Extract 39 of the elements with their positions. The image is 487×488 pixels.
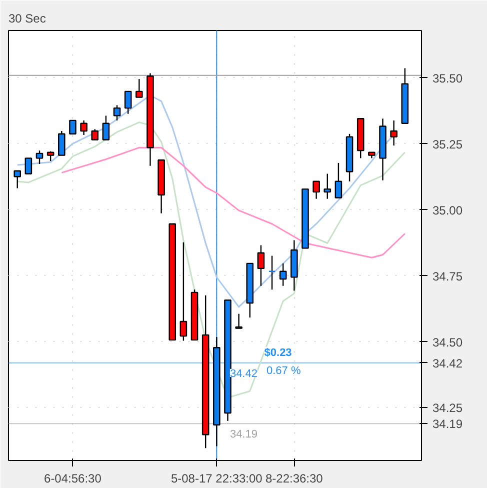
candlestick: [91, 128, 99, 140]
y-tick-label: 34.75: [432, 269, 463, 284]
x-tick-label: 6-04:56:30: [44, 472, 102, 486]
candlestick: [268, 255, 276, 290]
candlestick: [36, 150, 44, 165]
candlestick: [324, 173, 332, 200]
candlestick: [24, 158, 32, 174]
y-tick-label: 34.25: [432, 401, 463, 416]
annotation: 34.42: [230, 368, 258, 380]
ref-line-label: 34.42: [432, 356, 463, 370]
y-tick-label: 34.50: [432, 335, 463, 350]
candlestick: [390, 120, 398, 146]
candlestick: [46, 150, 54, 162]
candlestick: [312, 180, 320, 200]
candlestick: [102, 115, 110, 140]
chart-title: 30 Sec: [8, 12, 46, 26]
candlestick: [235, 313, 242, 329]
line-series: [16, 122, 406, 398]
x-tick-label: 8-22:36:30: [265, 472, 324, 486]
candlestick: [180, 242, 188, 342]
candlestick: [334, 162, 342, 198]
line-series: [60, 146, 406, 258]
x-tick-label: 5-08-17 22:33:00: [170, 472, 263, 486]
candlestick: [257, 244, 265, 286]
candlestick: [124, 90, 132, 114]
candlestick: [14, 170, 22, 189]
candlestick: [58, 130, 66, 156]
y-tick-label: 35.25: [432, 137, 463, 152]
candlestick: [113, 104, 121, 122]
annotation: 34.19: [230, 428, 258, 441]
candlestick: [136, 78, 143, 98]
candlestick: [69, 120, 76, 135]
candlestick: [279, 262, 287, 286]
y-tick-label: 35.50: [432, 71, 463, 86]
y-tick-label: 35.00: [432, 203, 463, 218]
annotation: $0.23: [264, 346, 292, 359]
annotation: 0.67 %: [266, 364, 301, 377]
ref-line-label: 34.19: [432, 417, 463, 432]
candlestick: [80, 120, 88, 136]
